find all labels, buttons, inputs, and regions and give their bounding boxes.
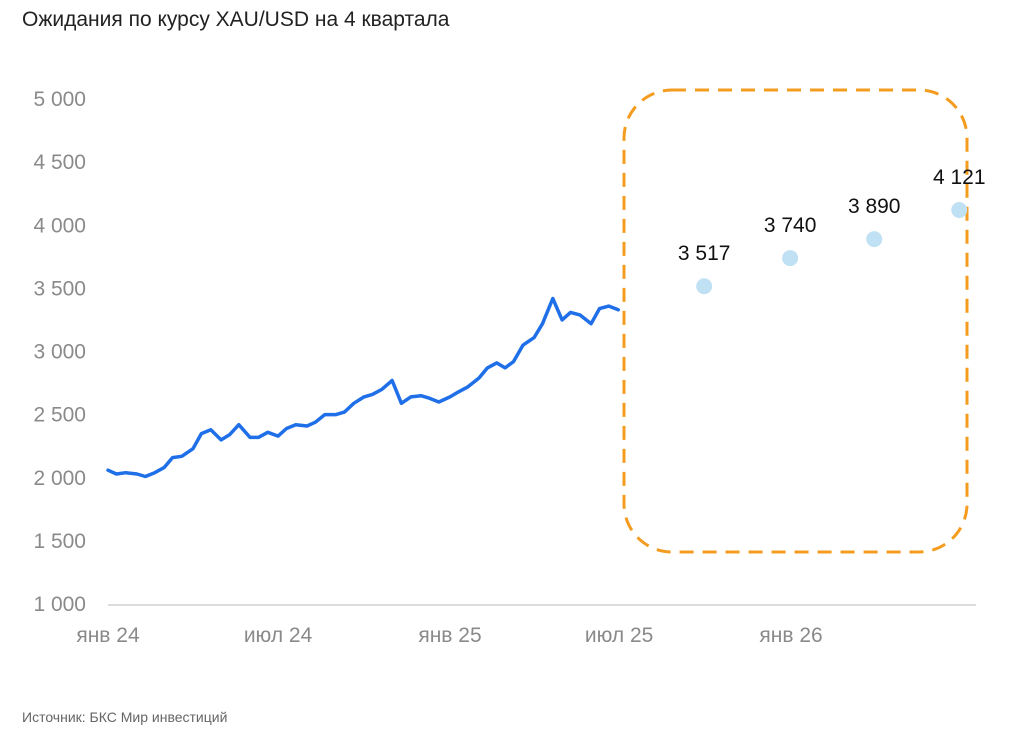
forecast-dashed-box (622, 88, 969, 554)
source-note: Источник: БКС Мир инвестиций (22, 709, 228, 725)
forecast-value-label: 3 890 (848, 195, 901, 218)
price-series-line (106, 296, 620, 479)
forecast-value-label: 3 517 (678, 242, 731, 265)
x-tick-label: янв 26 (759, 624, 822, 647)
y-tick-label: 2 500 (33, 404, 86, 427)
x-tick-label: янв 25 (418, 624, 481, 647)
y-tick-label: 1 500 (33, 530, 86, 553)
x-tick-label: июл 25 (585, 624, 653, 647)
y-tick-label: 5 000 (33, 88, 86, 111)
chart-title: Ожидания по курсу XAU/USD на 4 квартала (22, 8, 450, 31)
y-tick-label: 3 500 (33, 277, 86, 300)
y-tick-label: 2 000 (33, 467, 86, 490)
y-tick-label: 4 500 (33, 151, 86, 174)
x-tick-label: янв 24 (76, 624, 140, 647)
y-tick-label: 4 000 (33, 214, 86, 237)
forecast-point (951, 201, 968, 218)
forecast-point (696, 278, 713, 295)
forecast-value-label: 3 740 (764, 214, 817, 237)
y-tick-label: 3 000 (33, 341, 86, 364)
forecast-value-label: 4 121 (933, 166, 986, 189)
y-tick-label: 1 000 (33, 593, 86, 616)
forecast-point (866, 231, 883, 248)
x-tick-label: июл 24 (244, 624, 313, 647)
forecast-point (782, 250, 799, 267)
